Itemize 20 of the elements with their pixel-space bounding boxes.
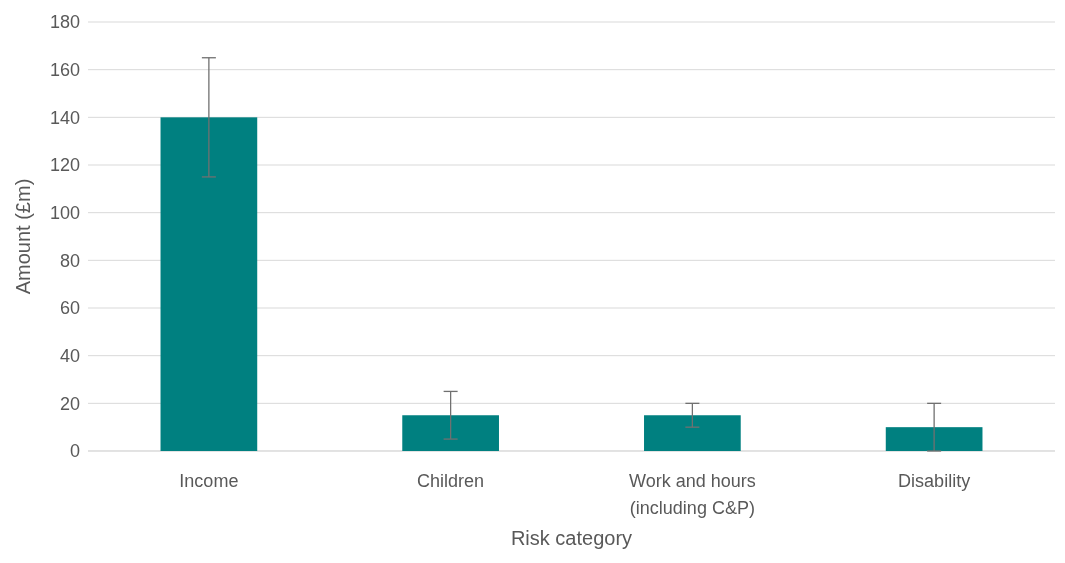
x-tick-label: Children [417, 471, 485, 491]
bar [160, 117, 258, 451]
x-tick-label: Income [179, 471, 239, 491]
y-tick-label: 100 [49, 202, 80, 223]
y-tick-label: 0 [69, 441, 80, 462]
bar [644, 415, 741, 451]
y-tick-label: 20 [59, 393, 80, 414]
bar [402, 415, 499, 451]
y-tick-label: 80 [59, 250, 80, 271]
x-tick-label: Work and hours (including C&P) [629, 471, 756, 518]
y-tick-label: 140 [49, 107, 80, 128]
x-axis-title: Risk category [510, 527, 633, 549]
bar [885, 427, 983, 451]
y-tick-label: 60 [59, 298, 80, 319]
y-tick-label: 120 [49, 155, 80, 176]
y-tick-label: 160 [49, 59, 80, 80]
y-tick-label: 180 [49, 12, 80, 33]
y-tick-label: 40 [59, 345, 80, 366]
y-axis-title: Amount (£m) [12, 178, 34, 295]
x-tick-label: Disability [898, 471, 971, 491]
